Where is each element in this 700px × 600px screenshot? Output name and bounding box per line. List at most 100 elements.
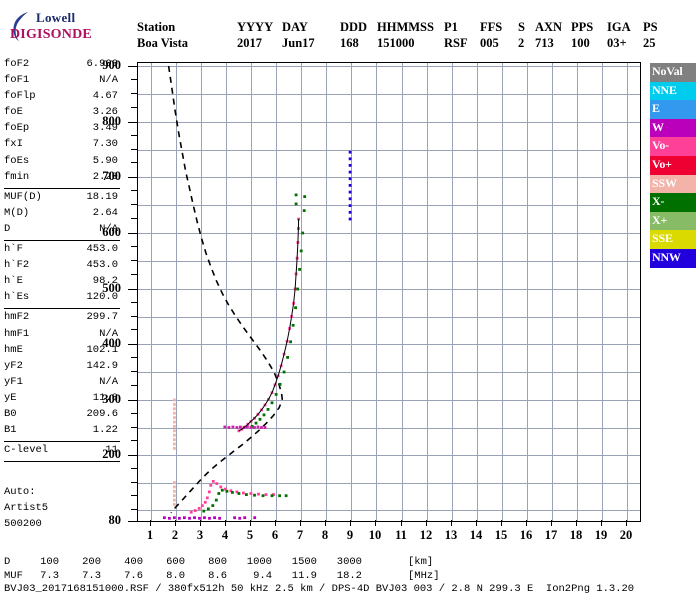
legend-label: SSE xyxy=(652,231,673,246)
legend-item-vo-[interactable]: Vo- xyxy=(650,137,696,156)
y-tick-major xyxy=(128,177,137,178)
param-row: D N/A xyxy=(4,223,120,239)
legend-item-x-[interactable]: X+ xyxy=(650,211,696,231)
param-value: 209.6 xyxy=(86,407,118,420)
header-value: RSF xyxy=(444,36,468,50)
footer-cell: 1500 xyxy=(291,556,317,568)
legend-item-vo-[interactable]: Vo+ xyxy=(650,155,696,175)
y-tick-minor xyxy=(131,357,137,358)
y-tick-major xyxy=(128,289,137,290)
legend-label: E xyxy=(652,101,660,116)
auto-line: Auto: xyxy=(4,486,36,498)
legend-item-nnw[interactable]: NNW xyxy=(650,248,696,268)
param-row: fmin 2.20 xyxy=(4,171,120,187)
y-tick-minor xyxy=(131,107,137,108)
x-tick xyxy=(300,520,301,526)
param-name: h`Es xyxy=(4,291,30,304)
param-value: 453.0 xyxy=(86,259,118,272)
plot-canvas xyxy=(138,63,640,521)
header-value: 2 xyxy=(518,36,525,50)
param-name: B0 xyxy=(4,407,17,420)
legend-item-noval[interactable]: NoVal xyxy=(650,63,696,82)
param-value: N/A xyxy=(99,327,118,340)
param-group-2: MUF(D) 18.19 M(D) 2.64 D N/A xyxy=(4,191,120,239)
footer-cell: 18.2 xyxy=(336,569,362,582)
param-name: foF2 xyxy=(4,58,30,70)
header-value: Jun17 xyxy=(282,36,315,50)
x-axis-label: 10 xyxy=(368,528,382,542)
y-tick-major xyxy=(128,66,137,67)
y-tick-minor xyxy=(131,440,137,442)
legend-item-e[interactable]: E xyxy=(650,100,696,119)
param-name: h`E xyxy=(4,275,23,288)
legend-item-sse[interactable]: SSE xyxy=(650,230,696,249)
param-divider xyxy=(4,240,120,242)
series-E-region-Es-Vo- xyxy=(189,480,275,514)
footer-cell: 400 xyxy=(124,556,143,568)
x-axis-label: 12 xyxy=(419,528,433,542)
header-label: S xyxy=(518,20,525,34)
x-tick xyxy=(576,520,577,526)
param-value: 453.0 xyxy=(86,243,118,256)
param-row: yE 11.8 xyxy=(4,392,120,408)
x-tick xyxy=(451,520,452,526)
param-value: 2.64 xyxy=(92,206,118,219)
footer-cell: 200 xyxy=(82,556,101,568)
legend-label: W xyxy=(652,119,664,134)
param-row: h`F 453.0 xyxy=(4,243,120,259)
param-row: M(D) 2.64 xyxy=(4,207,120,223)
param-value: 11 xyxy=(105,444,118,457)
y-tick-minor xyxy=(131,93,137,94)
legend-label: NNW xyxy=(652,249,681,264)
header-value: 713 xyxy=(535,36,554,50)
param-row: B0 209.6 xyxy=(4,408,120,424)
muf-distance-footer: D 100 200 400 600 800 1000 1500 3000 [km] MUF 7.3 7.… xyxy=(4,556,634,597)
x-axis-label: 14 xyxy=(469,528,483,542)
x-axis-label: 13 xyxy=(444,528,458,542)
y-tick-minor xyxy=(131,329,137,331)
y-tick-minor xyxy=(131,301,137,303)
x-tick xyxy=(175,520,176,526)
param-row: yF1 N/A xyxy=(4,376,120,392)
legend-item-nne[interactable]: NNE xyxy=(650,81,696,101)
legend-item-x-[interactable]: X- xyxy=(650,193,696,212)
param-row: hmF1 N/A xyxy=(4,328,120,344)
footer-cell: 3000 xyxy=(336,556,362,568)
x-axis-label: 7 xyxy=(296,528,304,542)
y-axis-label: 300 xyxy=(102,392,121,406)
legend-item-w[interactable]: W xyxy=(650,118,696,138)
x-tick xyxy=(501,520,502,526)
y-tick-minor xyxy=(131,148,137,150)
lowell-digisonde-logo: Lowell DIGISONDE xyxy=(8,8,128,50)
footer-cell: 7.6 xyxy=(124,569,143,582)
y-tick-major xyxy=(128,400,137,401)
param-name: hmE xyxy=(4,343,23,356)
footer-cell: 7.3 xyxy=(40,569,59,582)
x-tick xyxy=(350,520,351,526)
param-row: B1 1.22 xyxy=(4,424,120,440)
param-row: foF2 6.900 xyxy=(4,58,120,74)
y-axis-label: 500 xyxy=(102,281,121,295)
y-tick-minor xyxy=(131,204,137,205)
x-axis-label: 4 xyxy=(221,528,229,542)
x-axis-label: 2 xyxy=(171,528,179,542)
x-axis-label: 6 xyxy=(271,528,279,542)
series-NNW-vertical-9MHz xyxy=(348,150,352,221)
auto-line: Artist5 xyxy=(4,502,49,515)
logo-arc-icon xyxy=(13,12,28,41)
x-tick xyxy=(476,520,477,526)
y-tick-minor xyxy=(131,190,137,191)
param-name: foEp xyxy=(4,122,30,135)
y-tick-minor xyxy=(131,315,137,317)
artist-f-trace xyxy=(238,218,300,432)
series-E-region-Es-X xyxy=(202,488,288,513)
series-SSW-vertical-2MHz xyxy=(173,398,176,506)
param-row: fxI 7.30 xyxy=(4,138,120,154)
param-divider xyxy=(4,187,120,189)
footer-unit: [MHz] xyxy=(408,569,440,582)
param-value: 1.22 xyxy=(92,424,118,437)
y-axis-label: 200 xyxy=(102,447,121,461)
legend-label: Vo+ xyxy=(652,156,672,171)
param-group-5: C-level 11 xyxy=(4,444,120,460)
legend-item-ssw[interactable]: SSW xyxy=(650,174,696,194)
